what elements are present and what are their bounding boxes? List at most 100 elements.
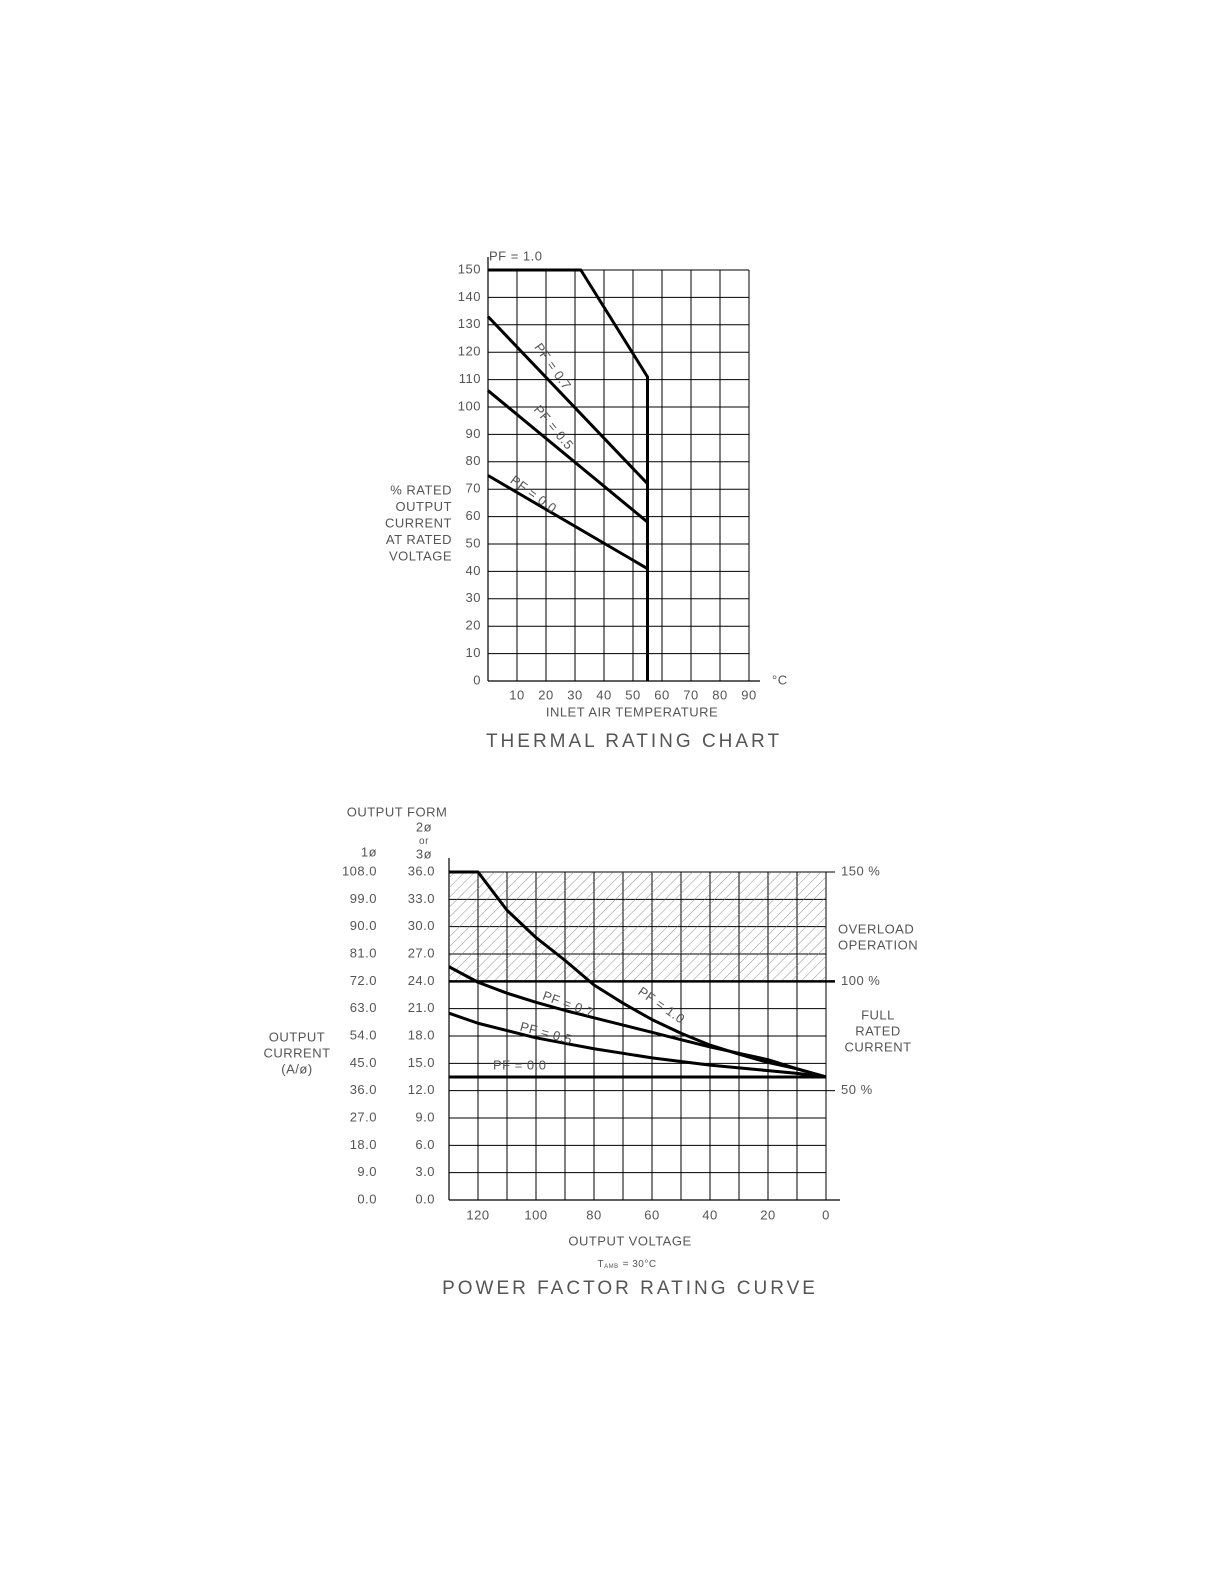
y-heading-3phase: or bbox=[419, 836, 429, 847]
y-axis-label: CURRENT bbox=[385, 515, 452, 530]
y-outer-tick-label: 108.0 bbox=[342, 863, 377, 878]
series-label: PF = 0.0 bbox=[493, 1057, 547, 1072]
y-tick-label: 0.0 bbox=[415, 1191, 435, 1206]
x-tick-label: 50 bbox=[625, 687, 640, 702]
overload-band bbox=[449, 872, 826, 982]
y-tick-label: 24.0 bbox=[408, 973, 435, 988]
y-tick-label: 36.0 bbox=[408, 863, 435, 878]
series-line bbox=[487, 474, 649, 570]
y-outer-tick-label: 99.0 bbox=[350, 891, 377, 906]
full-rated-label: RATED bbox=[855, 1023, 901, 1038]
y-heading-3phase: 2ø bbox=[416, 819, 432, 834]
y-outer-tick-label: 9.0 bbox=[357, 1164, 377, 1179]
y-tick-label: 18.0 bbox=[408, 1027, 435, 1042]
note-text: = 30°C bbox=[623, 1259, 657, 1270]
y-tick-label: 21.0 bbox=[408, 1000, 435, 1015]
y-axis-label: % RATED bbox=[390, 482, 452, 497]
series-line bbox=[448, 1011, 827, 1079]
x-tick-label: 70 bbox=[683, 687, 698, 702]
y-outer-tick-label: 18.0 bbox=[350, 1137, 377, 1152]
series-label: PF = 0.7 bbox=[541, 988, 596, 1020]
y-outer-tick-label: 36.0 bbox=[350, 1082, 377, 1097]
y-outer-tick-label: 27.0 bbox=[350, 1109, 377, 1124]
x-tick-label: 100 bbox=[524, 1207, 547, 1222]
y-outer-tick-label: 81.0 bbox=[350, 945, 377, 960]
note-symbol: T bbox=[597, 1259, 604, 1270]
y-outer-tick-label: 90.0 bbox=[350, 918, 377, 933]
x-unit: °C bbox=[772, 672, 788, 687]
y-tick-label: 80 bbox=[466, 453, 481, 468]
x-tick-label: 90 bbox=[741, 687, 756, 702]
y-axis-label: VOLTAGE bbox=[389, 548, 452, 563]
y-tick-label: 130 bbox=[458, 316, 481, 331]
chart-title: THERMAL RATING CHART bbox=[486, 731, 782, 752]
y-tick-label: 110 bbox=[459, 371, 481, 386]
x-tick-label: 60 bbox=[644, 1207, 659, 1222]
y2-tick-label: 50 % bbox=[841, 1082, 873, 1097]
y-tick-label: 3.0 bbox=[415, 1164, 435, 1179]
series-line bbox=[448, 965, 827, 1079]
x-tick-label: 30 bbox=[567, 687, 582, 702]
y-tick-label: 30.0 bbox=[408, 918, 435, 933]
y-tick-label: 60 bbox=[466, 508, 481, 523]
y-heading-3phase: 3ø bbox=[416, 846, 432, 861]
series-line bbox=[488, 268, 649, 681]
chart-title: POWER FACTOR RATING CURVE bbox=[442, 1278, 818, 1299]
y-tick-label: 6.0 bbox=[415, 1137, 435, 1152]
y-axis-label: OUTPUT bbox=[269, 1029, 325, 1044]
y-tick-label: 0 bbox=[473, 672, 481, 687]
y-tick-label: 12.0 bbox=[408, 1082, 435, 1097]
y-axis-label: OUTPUT bbox=[396, 499, 452, 514]
y-axis-label: CURRENT bbox=[263, 1045, 330, 1060]
series-label: PF = 1.0 bbox=[489, 248, 543, 263]
note-subscript: AMB bbox=[604, 1264, 619, 1270]
y-tick-label: 27.0 bbox=[408, 945, 435, 960]
series-line bbox=[486, 315, 649, 485]
y-axis-label: AT RATED bbox=[386, 532, 452, 547]
y-tick-label: 33.0 bbox=[408, 891, 435, 906]
x-tick-label: 20 bbox=[760, 1207, 775, 1222]
x-tick-label: 0 bbox=[822, 1207, 830, 1222]
x-tick-label: 120 bbox=[466, 1207, 489, 1222]
y-tick-label: 20 bbox=[466, 618, 481, 633]
y-tick-label: 90 bbox=[466, 426, 481, 441]
full-rated-label: CURRENT bbox=[844, 1039, 911, 1054]
y-outer-tick-label: 0.0 bbox=[357, 1191, 377, 1206]
x-tick-label: 80 bbox=[586, 1207, 601, 1222]
series-label: PF = 0.0 bbox=[508, 472, 560, 516]
overload-label: OVERLOAD bbox=[838, 921, 914, 936]
x-axis-label: INLET AIR TEMPERATURE bbox=[546, 704, 718, 719]
y-tick-label: 70 bbox=[466, 481, 481, 496]
y-outer-tick-label: 45.0 bbox=[350, 1055, 377, 1070]
y-tick-label: 10 bbox=[466, 645, 481, 660]
series-label: PF = 1.0 bbox=[635, 984, 687, 1027]
y-tick-label: 50 bbox=[466, 535, 481, 550]
y-tick-label: 150 bbox=[458, 261, 481, 276]
series-label: PF = 0.5 bbox=[518, 1019, 574, 1047]
series-line bbox=[449, 870, 827, 1079]
y-tick-label: 120 bbox=[458, 344, 481, 359]
x-tick-label: 20 bbox=[538, 687, 553, 702]
y-tick-label: 40 bbox=[466, 563, 481, 578]
y-tick-label: 100 bbox=[458, 398, 481, 413]
x-axis-label: OUTPUT VOLTAGE bbox=[568, 1233, 691, 1248]
y-heading: OUTPUT FORM bbox=[347, 804, 448, 819]
note: TAMB = 30°C bbox=[597, 1259, 656, 1270]
x-tick-label: 10 bbox=[509, 687, 524, 702]
x-tick-label: 60 bbox=[654, 687, 669, 702]
overload-label: OPERATION bbox=[838, 937, 918, 952]
y-tick-label: 9.0 bbox=[415, 1109, 435, 1124]
full-rated-label: FULL bbox=[861, 1007, 895, 1022]
y-axis-label: (A/ø) bbox=[281, 1061, 312, 1076]
x-tick-label: 40 bbox=[702, 1207, 717, 1222]
x-tick-label: 40 bbox=[596, 687, 611, 702]
y-outer-heading: 1ø bbox=[361, 844, 377, 859]
y-outer-tick-label: 72.0 bbox=[350, 973, 377, 988]
y-outer-tick-label: 54.0 bbox=[350, 1027, 377, 1042]
series-line bbox=[487, 389, 649, 524]
x-tick-label: 80 bbox=[712, 687, 727, 702]
y2-tick-label: 150 % bbox=[841, 863, 880, 878]
y2-tick-label: 100 % bbox=[841, 973, 880, 988]
